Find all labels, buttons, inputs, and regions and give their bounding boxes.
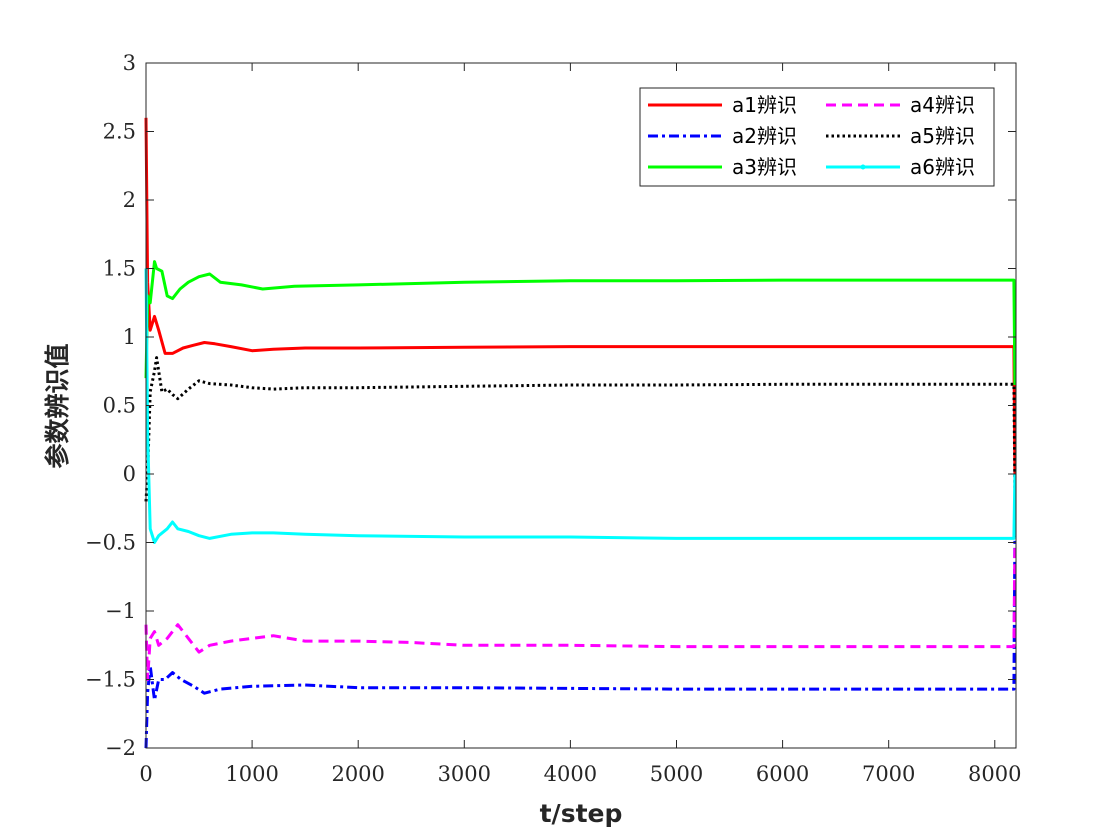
- y-tick-label: 1.5: [103, 257, 136, 281]
- y-tick-label: 0.5: [103, 394, 136, 418]
- series-line-2: [144, 535, 1017, 749]
- series-line-3: [144, 260, 1017, 386]
- series-line-1: [144, 117, 1017, 475]
- legend-marker-6: [860, 164, 866, 170]
- y-tick-label: 3: [123, 51, 136, 75]
- series-layer: [144, 117, 1017, 749]
- x-tick-label: 0: [139, 762, 152, 786]
- y-axis: −2 −1.5 −1 −0.5 0 0.5 1 1.5 2 2.5 3: [85, 51, 1016, 760]
- legend-label-3: a3辨识: [732, 155, 797, 179]
- legend-label-4: a4辨识: [910, 93, 975, 117]
- x-axis: 0 1000 2000 3000 4000 5000 6000 7000 8000: [139, 63, 1022, 786]
- y-tick-label: −0.5: [85, 531, 136, 555]
- legend-label-5: a5辨识: [910, 124, 975, 148]
- y-tick-label: 2.5: [103, 120, 136, 144]
- y-tick-label: −1: [105, 599, 136, 623]
- legend-label-6: a6辨识: [910, 155, 975, 179]
- y-tick-label: −1.5: [85, 668, 136, 692]
- y-tick-label: 2: [123, 188, 136, 212]
- x-tick-label: 4000: [544, 762, 597, 786]
- x-axis-title: t/step: [540, 799, 623, 828]
- x-tick-label: 3000: [438, 762, 491, 786]
- series-line-4: [144, 542, 1017, 681]
- series-line-6: [144, 268, 1017, 544]
- x-tick-label: 6000: [756, 762, 809, 786]
- x-tick-label: 5000: [650, 762, 703, 786]
- legend-label-1: a1辨识: [732, 93, 797, 117]
- x-tick-label: 8000: [968, 762, 1021, 786]
- legend-label-2: a2辨识: [732, 124, 797, 148]
- x-tick-label: 2000: [331, 762, 384, 786]
- x-tick-label: 7000: [862, 762, 915, 786]
- y-tick-label: 0: [123, 462, 136, 486]
- series-line-5: [144, 356, 1017, 502]
- legend: a1辨识 a2辨识 a3辨识 a4辨识 a5辨识 a6辨识: [639, 87, 995, 187]
- y-tick-label: 1: [123, 325, 136, 349]
- y-tick-label: −2: [105, 736, 136, 760]
- x-tick-label: 1000: [225, 762, 278, 786]
- y-axis-title: 参数辨识值: [43, 343, 72, 468]
